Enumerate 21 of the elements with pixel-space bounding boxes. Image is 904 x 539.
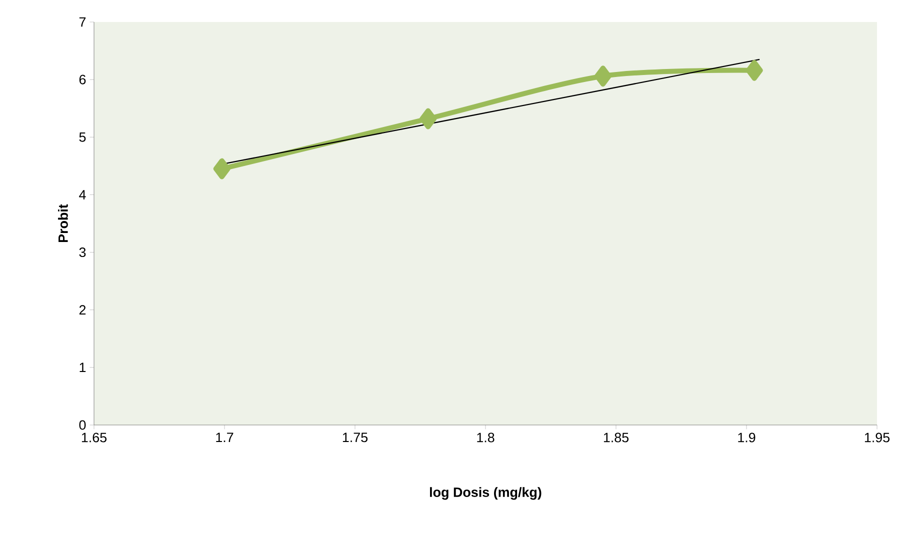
point — [420, 108, 437, 130]
x-tick-label: 1.75 — [342, 432, 368, 442]
y-tick-label: 6 — [79, 74, 86, 84]
x-tick-label: 1.9 — [738, 432, 756, 442]
x-axis-title: log Dosis (mg/kg) — [430, 487, 542, 500]
point — [594, 66, 612, 87]
y-tick-label: 2 — [79, 305, 86, 315]
y-tick-label: 4 — [79, 190, 86, 200]
y-tick-label: 3 — [79, 248, 86, 258]
point — [213, 158, 230, 180]
y-axis-title: Probit — [58, 204, 68, 242]
x-tick-label: 1.65 — [82, 432, 107, 442]
y-tick-label: 7 — [79, 17, 86, 27]
y-tick-label: 0 — [79, 420, 86, 430]
x-tick-label: 1.8 — [477, 432, 494, 442]
x-tick-label: 1.95 — [864, 432, 890, 442]
x-tick-label: 1.85 — [604, 432, 629, 442]
y-tick-label: 5 — [79, 132, 86, 142]
y-tick-label: 1 — [80, 362, 86, 372]
x-tick-label: 1.7 — [216, 432, 234, 442]
point — [746, 60, 763, 81]
